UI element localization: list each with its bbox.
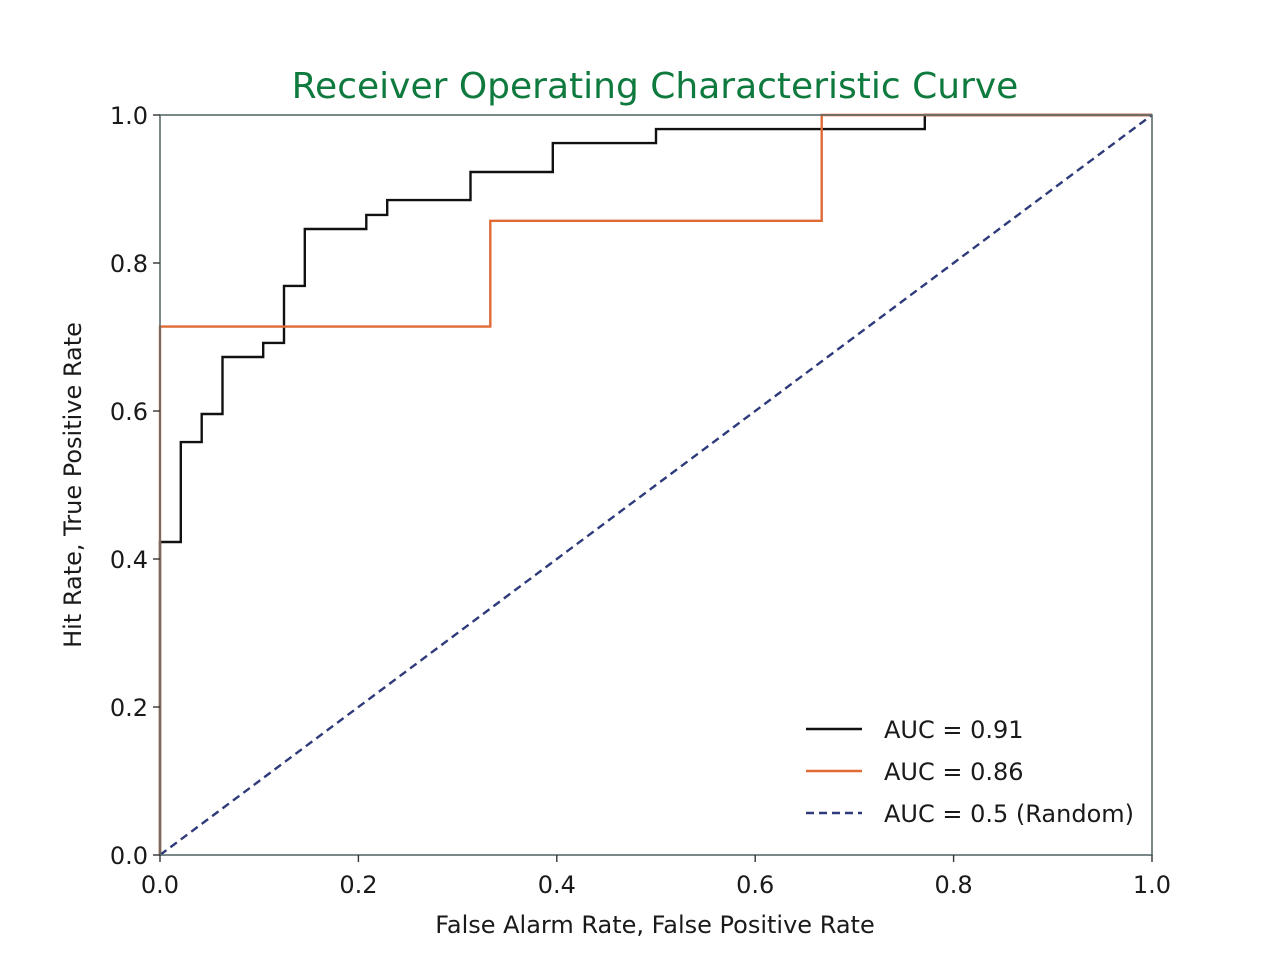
x-axis-label: False Alarm Rate, False Positive Rate — [435, 911, 874, 939]
x-tick-label: 0.2 — [339, 871, 377, 899]
x-tick-label: 0.0 — [141, 871, 179, 899]
series-line-1 — [158, 113, 1152, 855]
x-tick-label: 1.0 — [1133, 871, 1171, 899]
series-line-3 — [159, 114, 1153, 856]
y-tick-label: 0.2 — [110, 694, 148, 722]
chart-title: Receiver Operating Characteristic Curve — [292, 66, 1019, 107]
y-tick-label: 0.0 — [110, 842, 148, 870]
y-tick-label: 0.4 — [110, 546, 148, 574]
plot-frame — [159, 114, 1153, 856]
x-tick-label: 0.4 — [538, 871, 576, 899]
legend-label-1: AUC = 0.91 — [884, 716, 1024, 744]
legend-label-3: AUC = 0.5 (Random) — [884, 800, 1134, 828]
axes: 0.0 0.2 0.4 0.6 0.8 1.0 0.0 0.2 0.4 0.6 0.8 1.0 — [110, 102, 1171, 899]
legend-label-2: AUC = 0.86 — [884, 758, 1024, 786]
x-tick-label: 0.6 — [736, 871, 774, 899]
x-tick-label: 0.8 — [935, 871, 973, 899]
y-tick-label: 0.8 — [110, 250, 148, 278]
y-tick-label: 0.6 — [110, 398, 148, 426]
y-axis-label: Hit Rate, True Positive Rate — [59, 322, 87, 648]
legend: AUC = 0.91 AUC = 0.86 AUC = 0.5 (Random) — [806, 716, 1134, 828]
y-tick-label: 1.0 — [110, 102, 148, 130]
plot-area — [158, 113, 1153, 856]
